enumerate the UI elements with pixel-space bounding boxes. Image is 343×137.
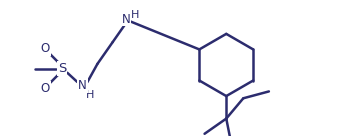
Text: H: H (86, 90, 94, 100)
Text: N: N (122, 12, 130, 25)
Text: N: N (78, 79, 87, 92)
Text: S: S (58, 62, 66, 75)
Text: O: O (40, 42, 50, 55)
Text: O: O (40, 82, 50, 95)
Text: H: H (131, 10, 139, 20)
